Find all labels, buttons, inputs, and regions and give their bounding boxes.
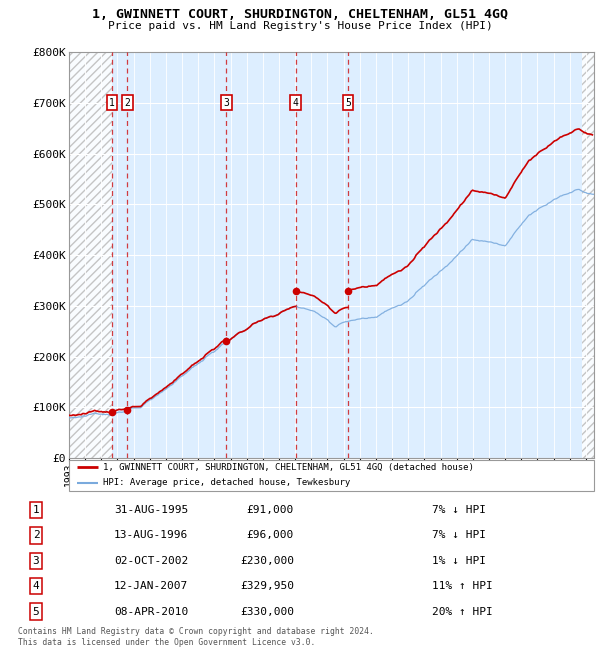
Text: 1, GWINNETT COURT, SHURDINGTON, CHELTENHAM, GL51 4GQ: 1, GWINNETT COURT, SHURDINGTON, CHELTENH… [92, 8, 508, 21]
Text: £96,000: £96,000 [247, 530, 294, 540]
Text: 4: 4 [293, 98, 299, 108]
Text: 3: 3 [224, 98, 229, 108]
Text: Price paid vs. HM Land Registry's House Price Index (HPI): Price paid vs. HM Land Registry's House … [107, 21, 493, 31]
Text: £329,950: £329,950 [240, 581, 294, 591]
Text: 3: 3 [32, 556, 40, 566]
Text: 5: 5 [345, 98, 351, 108]
Text: 08-APR-2010: 08-APR-2010 [114, 606, 188, 616]
Text: 1: 1 [32, 505, 40, 515]
Text: 2: 2 [32, 530, 40, 540]
FancyBboxPatch shape [69, 460, 594, 491]
Text: £330,000: £330,000 [240, 606, 294, 616]
Text: 1: 1 [109, 98, 115, 108]
Bar [69, 52, 112, 458]
Text: HPI: Average price, detached house, Tewkesbury: HPI: Average price, detached house, Tewk… [103, 478, 350, 488]
Text: 7% ↓ HPI: 7% ↓ HPI [432, 530, 486, 540]
Text: 12-JAN-2007: 12-JAN-2007 [114, 581, 188, 591]
Text: 7% ↓ HPI: 7% ↓ HPI [432, 505, 486, 515]
Text: £91,000: £91,000 [247, 505, 294, 515]
Text: 2: 2 [125, 98, 130, 108]
Text: 5: 5 [32, 606, 40, 616]
Text: Contains HM Land Registry data © Crown copyright and database right 2024.
This d: Contains HM Land Registry data © Crown c… [18, 627, 374, 647]
Text: 1% ↓ HPI: 1% ↓ HPI [432, 556, 486, 566]
Text: 02-OCT-2002: 02-OCT-2002 [114, 556, 188, 566]
Bar [582, 52, 594, 458]
Text: 13-AUG-1996: 13-AUG-1996 [114, 530, 188, 540]
Text: 20% ↑ HPI: 20% ↑ HPI [432, 606, 493, 616]
Text: 4: 4 [32, 581, 40, 591]
Text: 1, GWINNETT COURT, SHURDINGTON, CHELTENHAM, GL51 4GQ (detached house): 1, GWINNETT COURT, SHURDINGTON, CHELTENH… [103, 463, 474, 472]
Text: 11% ↑ HPI: 11% ↑ HPI [432, 581, 493, 591]
Text: £230,000: £230,000 [240, 556, 294, 566]
Text: 31-AUG-1995: 31-AUG-1995 [114, 505, 188, 515]
